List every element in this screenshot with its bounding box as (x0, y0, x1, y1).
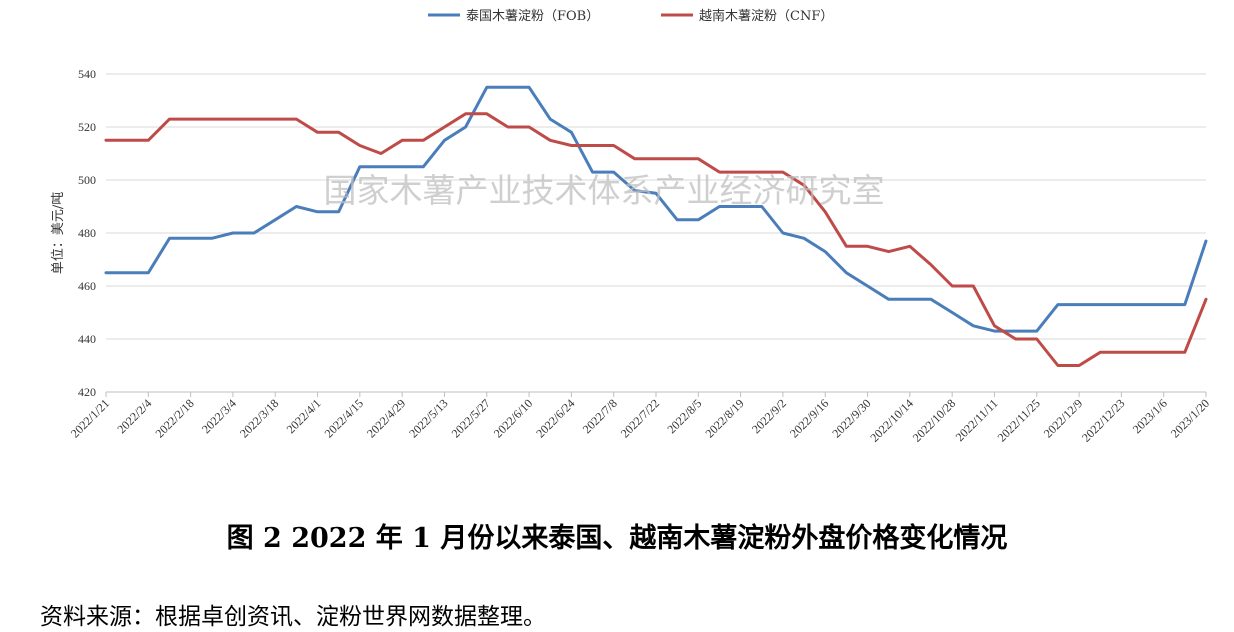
data-source-note: 资料来源：根据卓创资讯、淀粉世界网数据整理。 (40, 604, 546, 630)
x-tick-label: 2022/4/15 (322, 396, 366, 440)
series-line-vietnam (104, 112, 1208, 367)
x-tick-label: 2022/11/11 (953, 396, 1001, 444)
x-tick-label: 2022/1/21 (68, 396, 112, 440)
y-tick-labels: 420 440 460 480 500 520 540 (78, 67, 96, 399)
x-tick-label: 2022/6/10 (491, 396, 535, 440)
x-tick-label: 2022/7/8 (580, 396, 620, 436)
y-tick-label: 480 (78, 226, 96, 240)
x-tick-label: 2022/10/14 (867, 396, 916, 445)
gridlines (106, 73, 1206, 393)
legend-label-thailand: 泰国木薯淀粉（FOB） (466, 9, 599, 24)
x-tick-label: 2022/8/5 (664, 396, 704, 436)
x-tick-label: 2022/12/23 (1079, 396, 1128, 445)
x-tick-label: 2022/8/19 (702, 396, 746, 440)
y-axis-label: 单位：美元/吨 (51, 192, 66, 274)
x-tick-label: 2022/3/4 (199, 396, 239, 436)
x-tick-label: 2022/7/22 (618, 396, 662, 440)
y-tick-label: 500 (78, 173, 96, 187)
figure-caption: 图 2 2022 年 1 月份以来泰国、越南木薯淀粉外盘价格变化情况 (226, 523, 1008, 554)
y-tick-label: 420 (78, 385, 96, 399)
watermark: 国家木薯产业技术体系产业经济研究室 (324, 171, 885, 210)
y-tick-label: 520 (78, 120, 96, 134)
x-tick-label: 2022/6/24 (533, 396, 577, 440)
x-tick-label: 2022/5/27 (449, 396, 493, 440)
y-tick-label: 440 (78, 332, 96, 346)
legend-label-vietnam: 越南木薯淀粉（CNF） (699, 8, 833, 24)
y-tick-label: 460 (78, 279, 96, 293)
x-tick-label: 2022/5/13 (406, 396, 450, 440)
y-tick-label: 540 (78, 67, 96, 81)
x-tick-label: 2023/1/20 (1168, 396, 1212, 440)
x-tick-label: 2023/1/6 (1130, 396, 1170, 436)
x-tick-label: 2022/10/28 (910, 396, 959, 445)
x-tick-label: 2022/9/16 (787, 396, 831, 440)
series-lines (104, 85, 1208, 367)
x-tick-label: 2022/2/18 (152, 396, 196, 440)
x-tick-label: 2022/9/2 (749, 396, 789, 436)
series-line-thailand (104, 85, 1208, 333)
x-tick-label: 2022/3/18 (237, 396, 281, 440)
x-tick-label: 2022/4/29 (364, 396, 408, 440)
legend: 泰国木薯淀粉（FOB） 越南木薯淀粉（CNF） (428, 8, 833, 24)
x-tick-label: 2022/2/4 (114, 396, 154, 436)
x-tick-label: 2022/11/25 (995, 396, 1043, 444)
x-tick-label: 2022/4/1 (284, 396, 324, 436)
